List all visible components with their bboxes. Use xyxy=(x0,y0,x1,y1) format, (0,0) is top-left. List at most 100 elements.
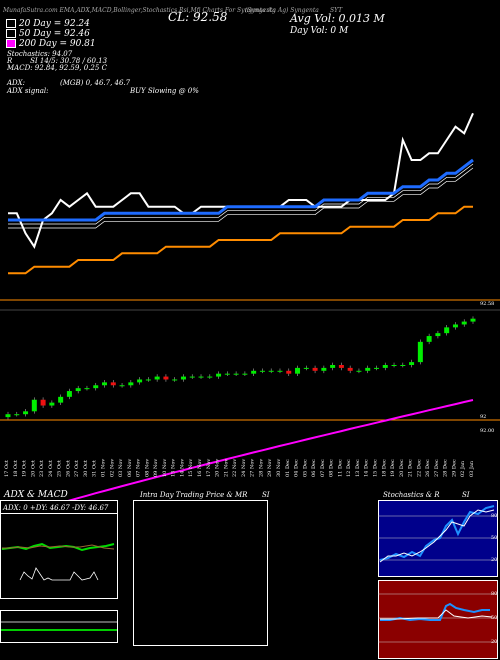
price-label-top: 92.58 xyxy=(480,301,494,307)
adx-readout-box xyxy=(0,500,118,514)
candle-body xyxy=(224,373,230,375)
candle-body xyxy=(163,376,169,380)
candle-body xyxy=(338,365,344,368)
candle-body xyxy=(31,399,37,412)
x-tick-label: 30 Oct xyxy=(83,460,89,477)
candle-body xyxy=(365,367,371,371)
x-tick-label: 03 Jan xyxy=(469,460,475,477)
candle-body xyxy=(435,333,441,337)
x-tick-label: 17 Oct xyxy=(4,460,10,477)
x-tick-label: 11 Dec xyxy=(337,459,343,477)
candle-body xyxy=(444,327,450,334)
candle-body xyxy=(154,376,160,380)
x-tick-label: 19 Oct xyxy=(22,460,28,477)
candle-body xyxy=(277,370,283,372)
ma200-swatch xyxy=(6,39,16,48)
candle-body xyxy=(330,365,336,368)
x-tick-label: 06 Dec xyxy=(311,459,317,477)
stoch-k-line xyxy=(379,505,495,561)
rsi-tick-80: 80 xyxy=(491,591,497,597)
candle-body xyxy=(75,388,81,392)
candle-body xyxy=(49,402,55,406)
moving-averages-layer xyxy=(8,112,474,275)
x-tick-label: 01 Dec xyxy=(285,459,291,477)
x-tick-label: 09 Nov xyxy=(153,459,159,477)
candle-body xyxy=(84,388,90,390)
x-tick-label: 28 Dec xyxy=(443,459,449,477)
x-tick-label: 01 Nov xyxy=(101,459,107,477)
adx-panel-frame xyxy=(0,500,118,599)
rsi-signal-line xyxy=(380,609,493,620)
macd-line xyxy=(19,567,99,581)
main-chart: 17 Oct 18 Oct 19 Oct 20 Oct 23 Oct 24 Oct 25 O… xyxy=(0,112,500,500)
candle-body xyxy=(321,367,327,371)
stochastics-title: Stochastics & R xyxy=(383,491,440,499)
x-tick-label: 15 Dec xyxy=(372,459,378,477)
candle-body xyxy=(198,376,204,378)
candle-body xyxy=(426,336,432,342)
candle-body xyxy=(66,391,72,397)
x-tick-label: 31 Oct xyxy=(92,460,98,477)
intraday-title: Intra Day Trading Price & MR xyxy=(140,491,248,499)
header-strip: (Syngenta Ag) Syngenta xyxy=(245,7,319,14)
x-tick-label: 29 Dec xyxy=(451,459,457,477)
x-tick-label: 06 Nov xyxy=(127,459,133,477)
x-tick-label: 18 Oct xyxy=(13,460,19,477)
x-tick-label: 08 Dec xyxy=(329,459,335,477)
x-tick-label: 02 Nov xyxy=(109,459,115,477)
ma-legend-20: 20 Day = 92.24 xyxy=(6,19,90,29)
candles-layer xyxy=(5,316,476,420)
macd-readout: MACD: 92.84, 92.59, 0.25 C xyxy=(7,64,107,72)
x-tick-label: 23 Oct xyxy=(39,460,45,477)
x-tick-label: 08 Nov xyxy=(144,459,150,477)
ma-series-1 xyxy=(8,158,474,222)
candle-body xyxy=(251,370,257,374)
x-axis-layer: 17 Oct 18 Oct 19 Oct 20 Oct 23 Oct 24 Oct 25 O… xyxy=(4,459,475,477)
candle-body xyxy=(417,341,423,363)
adx-line xyxy=(1,542,115,552)
x-tick-label: 17 Nov xyxy=(206,459,212,477)
x-tick-label: 20 Oct xyxy=(30,460,36,477)
long-term-trend-line xyxy=(67,399,474,500)
adx-signal-label: ADX signal: xyxy=(7,87,49,95)
macd-panel-frame xyxy=(0,610,118,643)
x-tick-label: 07 Dec xyxy=(320,459,326,477)
candle-body xyxy=(216,373,222,377)
stoch-tick-50: 50 xyxy=(491,535,497,541)
x-tick-label: 22 Dec xyxy=(416,459,422,477)
rsi-tick-50: 50 xyxy=(491,615,497,621)
candle-body xyxy=(23,411,29,415)
candle-body xyxy=(409,362,415,365)
ma50-swatch xyxy=(6,29,16,38)
stochastics-si: SI xyxy=(462,491,470,499)
stochastics-panel: 80 50 20 80 50 20 xyxy=(378,500,498,659)
candle-body xyxy=(312,367,318,371)
candle-body xyxy=(286,370,292,374)
x-tick-label: 25 Oct xyxy=(57,460,63,477)
candle-body xyxy=(119,385,125,387)
close-price-label: CL: 92.58 xyxy=(168,10,228,24)
candle-body xyxy=(128,382,134,386)
x-tick-label: 26 Dec xyxy=(425,459,431,477)
candle-body xyxy=(102,382,108,386)
x-tick-label: 27 Oct xyxy=(74,460,80,477)
x-tick-label: 26 Oct xyxy=(65,460,71,477)
x-tick-label: 14 Nov xyxy=(179,459,185,477)
candle-body xyxy=(295,367,301,374)
ma-series-0 xyxy=(8,112,474,249)
candle-body xyxy=(268,370,274,372)
x-tick-label: 19 Dec xyxy=(390,459,396,477)
x-tick-label: 07 Nov xyxy=(136,459,142,477)
dmi-line xyxy=(2,544,115,550)
candle-body xyxy=(40,399,46,406)
candle-body xyxy=(145,379,151,381)
x-tick-label: 30 Nov xyxy=(276,459,282,477)
x-tick-label: 04 Dec xyxy=(294,459,300,477)
rsi-tick-20: 20 xyxy=(491,639,497,645)
candle-body xyxy=(356,370,362,372)
x-tick-label: 18 Dec xyxy=(381,459,387,477)
candle-body xyxy=(242,373,248,375)
candle-body xyxy=(373,367,379,369)
adx-macd-panel: ADX: 0 +DY: 46.67 -DY: 46.67 xyxy=(0,500,118,643)
trend-layer xyxy=(67,399,474,500)
